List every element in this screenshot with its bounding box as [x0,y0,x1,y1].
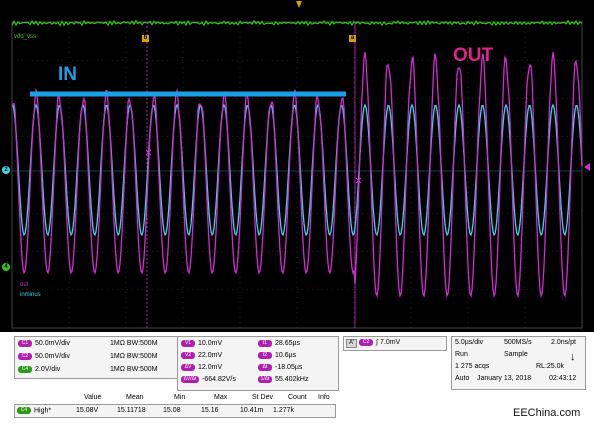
resolution: 2.0ns/pt [551,339,576,346]
channel-settings-box[interactable]: C1 50.0mV/div 1MΩ B​W:500M C2 50.0mV/div 1… [14,336,179,379]
meas-value: 15.08V [76,407,98,414]
dvdt-value: -664.82V/s [202,376,236,383]
header-mean: Mean [126,394,144,401]
ch4-chip: C4 [18,366,32,373]
dvdt-chip: ΔV/Δt [181,376,199,383]
meas-name: High* [34,407,51,414]
status-panel: C1 50.0mV/div 1MΩ B​W:500M C2 50.0mV/div 1… [0,332,594,427]
acq-count: 1 275 acqs [455,363,489,370]
meas-stdev: 10.41m [240,407,263,414]
ch1-coupling: 1MΩ [110,340,125,347]
measurement-header: Value Mean Min Max St Dev Count Info [14,394,344,404]
header-max: Max [214,394,227,401]
v2-chip: V2 [181,352,195,359]
ch4-trace [12,21,582,26]
inv-dt-chip: 1/Δt [258,376,272,383]
ch4-trace-label: vdd_vss [14,34,36,40]
trigger-slope-icon: ∫ [376,339,378,346]
t2-value: 10.6µs [275,352,296,359]
ch2-ground-marker[interactable]: 2 [2,166,10,174]
waveforms [0,0,594,332]
trigger-mode: Auto [455,375,469,382]
timebase: 5.0µs/div [455,339,483,346]
acq-date: January 13, 2018 [477,375,531,382]
header-value: Value [84,394,101,401]
ch1-scale: 50.0mV/div [35,340,70,347]
ch1-trace [12,52,582,296]
in-annotation: IN [58,64,77,86]
dt-chip: Δt [258,364,272,371]
t1-value: 28.65µs [275,340,300,347]
t2-chip: t2 [258,352,272,359]
ch1-trace-label: out [20,282,28,288]
meas-source-chip: C4 [17,407,31,414]
cursor-a-tag[interactable]: a [349,35,356,42]
v2-value: 22.0mV [198,352,222,359]
meas-min: 15.08 [163,407,181,414]
ch2-trace-label: inminus [20,292,41,298]
header-stdev: St Dev [252,394,273,401]
ch2-settings-row[interactable]: C2 50.0mV/div [18,352,70,362]
v1-chip: V1 [181,340,195,347]
t1-chip: t1 [258,340,272,347]
header-count: Count [288,394,307,401]
ch1-bandwidth: B​W:500M [127,340,158,347]
header-min: Min [174,394,185,401]
ch4-scale: 2.0V/div [35,366,60,373]
acq-time: 02:43:12 [549,375,576,382]
ch4-settings-row[interactable]: C4 2.0V/div [18,365,60,375]
record-length: RL:25.0k [536,363,564,370]
sample-rate: 500MS/s [504,339,532,346]
ch2-chip: C2 [18,353,32,360]
waveform-display[interactable]: vdd_vss out inminus IN OUT b a 2 4 [0,0,594,332]
v1-value: 10.0mV [198,340,222,347]
dv-chip: ΔV [181,364,195,371]
dt-value: -18.05µs [275,364,302,371]
header-info: Info [318,394,330,401]
trigger-tag: A' [346,339,357,348]
out-annotation: OUT [453,45,493,67]
trigger-level: 7.0mV [380,339,400,346]
cursor-b-tag[interactable]: b [142,35,149,42]
run-state: Run [455,351,468,358]
ch1-chip: C1 [18,340,32,347]
trigger-box[interactable]: A' C2 ∫ 7.0mV [343,336,447,351]
ch2-bandwidth: B​W:500M [127,353,158,360]
ch4-ground-marker[interactable]: 4 [2,263,10,271]
meas-mean: 15.11718 [117,407,146,414]
meas-max: 15.16 [201,407,219,414]
cursor-readout-box[interactable]: V1 10.0mV V2 22.0mV ΔV 12.0mV ΔV/Δt -664.82V… [177,336,339,391]
ch2-scale: 50.0mV/div [35,353,70,360]
trigger-level-icon [584,163,590,171]
acquisition-mode: Sample [504,351,528,358]
measurement-row[interactable]: C4 High* 15.08V 15.11718 15.08 15.16 10.4… [14,404,336,418]
inv-dt-value: 55.402kHz [275,376,308,383]
arrow-down-icon: ↓ [570,351,576,363]
ch2-coupling: 1MΩ [110,353,125,360]
dv-value: 12.0mV [198,364,222,371]
ch4-coupling: 1MΩ [110,366,125,373]
ch1-settings-row[interactable]: C1 50.0mV/div [18,339,70,349]
acquisition-box[interactable]: 5.0µs/div 500MS/s 2.0ns/pt Run Sample ↓ … [451,336,586,390]
ch4-bandwidth: B​W:500M [127,366,158,373]
meas-count: 1.277k [273,407,294,414]
watermark: EEChina.com [513,407,580,419]
trigger-source-chip: C2 [359,339,373,346]
